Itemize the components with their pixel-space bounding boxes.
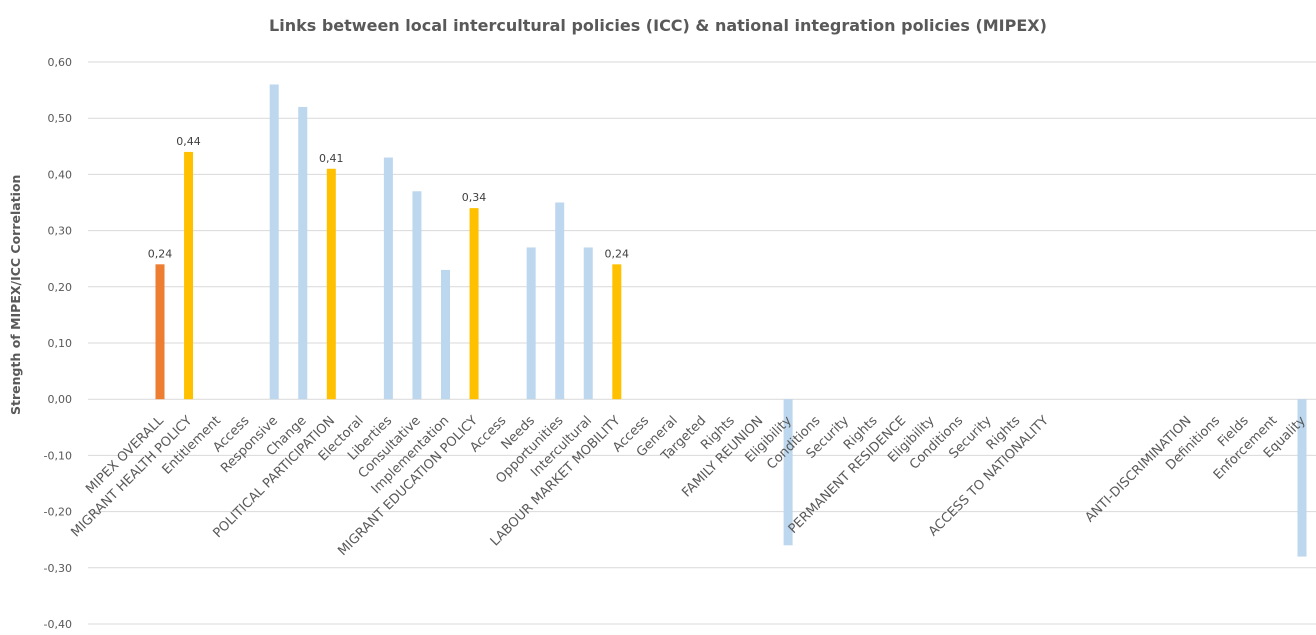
bar xyxy=(326,168,336,400)
bar xyxy=(583,247,593,400)
bar xyxy=(555,202,565,400)
y-tick-label: -0,30 xyxy=(44,562,72,575)
y-tick-label: 0,00 xyxy=(48,393,73,406)
bar xyxy=(1297,399,1307,557)
data-label: 0,41 xyxy=(319,152,344,165)
data-label: 0,34 xyxy=(462,191,487,204)
y-tick-label: 0,40 xyxy=(48,168,73,181)
category-label: MIGRANT HEALTH POLICY xyxy=(68,413,195,540)
y-tick-label: -0,20 xyxy=(44,506,72,519)
y-tick-label: 0,20 xyxy=(48,281,73,294)
bar xyxy=(184,151,194,400)
bar xyxy=(441,269,450,400)
bar xyxy=(155,264,165,400)
bar xyxy=(612,264,622,400)
y-tick-label: -0,10 xyxy=(44,449,72,462)
data-label: 0,44 xyxy=(176,135,201,148)
y-tick-label: 0,60 xyxy=(48,56,73,69)
data-label: 0,24 xyxy=(148,247,173,260)
y-tick-label: -0,40 xyxy=(44,618,72,631)
y-tick-label: 0,50 xyxy=(48,112,73,125)
category-label: ANTI-DISCRIMINATION xyxy=(1083,413,1195,525)
bar xyxy=(469,208,479,400)
bar xyxy=(526,247,536,400)
bar xyxy=(412,191,422,400)
y-tick-label: 0,30 xyxy=(48,225,73,238)
bar xyxy=(383,157,393,400)
bar xyxy=(298,106,308,400)
y-tick-label: 0,10 xyxy=(48,337,73,350)
data-label: 0,24 xyxy=(605,247,630,260)
chart-title: Links between local intercultural polici… xyxy=(269,16,1047,35)
bar xyxy=(783,399,793,546)
bar xyxy=(269,84,279,400)
